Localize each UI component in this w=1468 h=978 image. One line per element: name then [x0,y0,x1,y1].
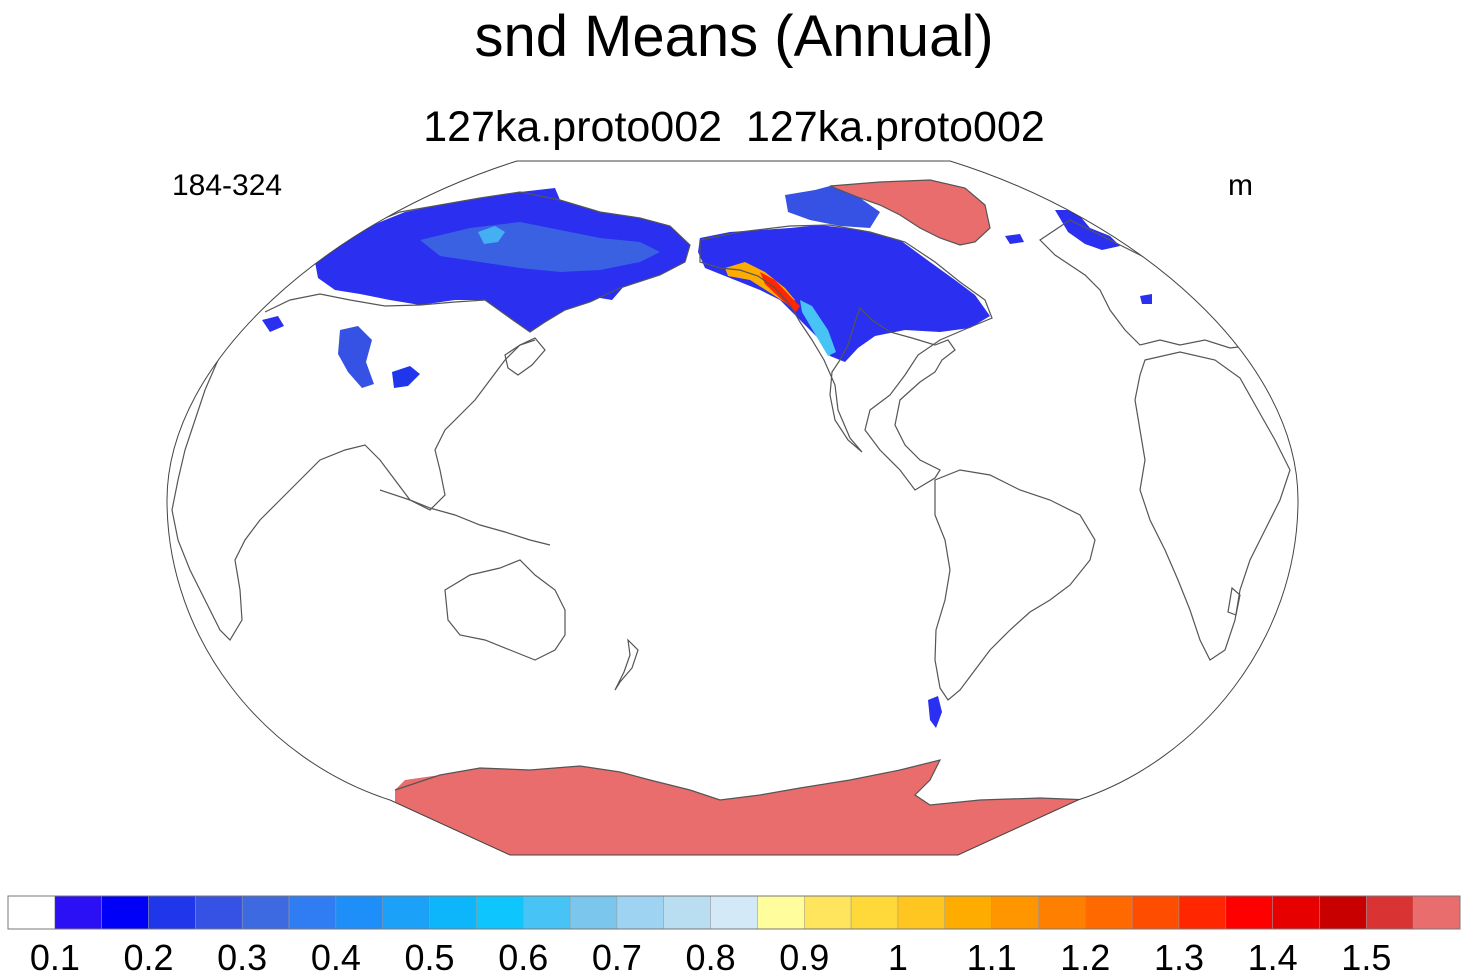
indonesia-coast [379,489,551,546]
time-range-label: 184-324 [172,169,283,202]
colorbar-box [757,895,805,930]
colorbar-tick-label: 0.1 [30,937,80,978]
africa-coast [1134,351,1291,661]
north-america-coast [699,224,993,491]
colorbar-box [195,895,243,930]
tibet-snow [392,366,420,388]
rockies-snow [800,300,836,356]
colorbar-box [897,895,946,930]
colorbar-box [616,895,664,930]
colorbar-box [991,895,1039,930]
colorbar-box [944,895,992,930]
alps-snow [1140,294,1152,304]
colorbar-box [569,895,618,930]
colorbar-box [335,895,383,930]
plot-title: snd Means (Annual) [474,4,994,69]
colorbar-tick-label: 0.9 [779,937,829,978]
greenland-coast [829,179,991,246]
colorbar-box [1366,895,1414,930]
colorbar-box [1038,895,1086,930]
colorbar-tick-label: 1.1 [967,937,1017,978]
kamchatka-snow [600,270,625,300]
colorbar-tick-label: 0.7 [592,937,642,978]
australia-coast [444,559,566,661]
colorbar-tick-label: 0.3 [217,937,267,978]
north-america-snow [698,225,990,362]
colorbar-box [522,895,571,930]
colorbar-tick-label: 0.5 [405,937,455,978]
colorbar-box [7,895,56,930]
colorbar-tick-label: 1 [888,937,908,978]
colorbar-box [1131,895,1180,930]
colorbar-box [1319,895,1367,930]
colorbar-labels: 0.1 0.2 0.3 0.4 0.5 0.6 0.7 0.8 0.9 1 1.1 1.2 1.3 1.4… [30,937,1392,978]
greenland-snow [830,180,990,245]
colorbar-box [148,895,196,930]
colorbar-box [241,895,290,930]
colorbar-tick-label: 0.6 [498,937,548,978]
madagascar-coast [1227,586,1241,616]
colorbar: 0.1 0.2 0.3 0.4 0.5 0.6 0.7 0.8 0.9 1 1.1 1.2 1.3 1.4… [7,895,1461,978]
colorbar-boxes [7,895,1461,930]
europe-snow [262,316,284,332]
colorbar-tick-label: 1.3 [1154,937,1204,978]
colorbar-box [101,895,149,930]
central-asia-snow [338,326,374,388]
colorbar-tick-label: 1.5 [1341,937,1391,978]
colorbar-tick-label: 1.4 [1248,937,1298,978]
colorbar-outline [7,895,1461,930]
colorbar-tick-label: 0.4 [311,937,361,978]
units-label: m [1228,169,1253,202]
colorbar-box [1272,895,1320,930]
plot-subtitle: 127ka.proto002 127ka.proto002 [423,103,1045,151]
colorbar-box [1412,895,1461,930]
scandinavia-snow [1055,210,1120,250]
iceland-snow [1005,234,1024,244]
colorbar-box [382,895,430,930]
antarctica-coast [394,759,1091,806]
eurasia-snow-bright [478,226,505,244]
colorbar-box [663,895,711,930]
colorbar-box [476,895,524,930]
colorbar-box [429,895,477,930]
coast-range-snow [760,272,800,312]
colorbar-box [804,895,852,930]
colorbar-box [1085,895,1133,930]
asia-coast [171,191,691,641]
colorbar-box [710,895,758,930]
new-zealand-coast [614,638,639,691]
colorbar-box [1225,895,1273,930]
map-boundary [166,160,1299,856]
world-map [166,160,1299,856]
colorbar-box [1178,895,1227,930]
japan-coast [504,337,546,376]
colorbar-tick-label: 0.2 [123,937,173,978]
colorbar-box [54,895,102,930]
antarctica-snow [395,760,1090,855]
map-contents [171,179,1291,855]
colorbar-tick-label: 0.8 [686,937,736,978]
colorbar-tick-label: 1.2 [1060,937,1110,978]
patagonia-snow [928,696,942,728]
south-america-coast [934,469,1096,701]
colorbar-box [850,895,899,930]
colorbar-box [288,895,337,930]
